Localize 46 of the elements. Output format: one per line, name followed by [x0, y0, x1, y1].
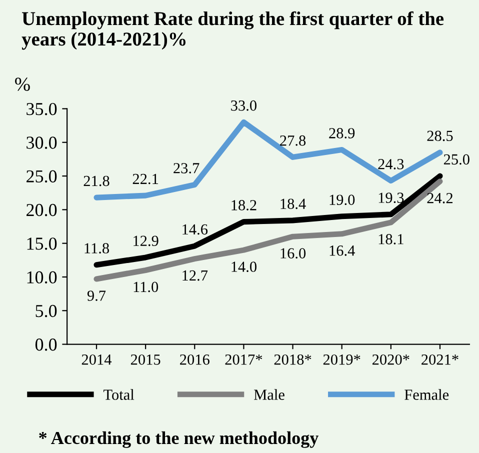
data-label: 27.8	[280, 135, 306, 146]
x-tick-label: 2014	[82, 354, 112, 365]
legend-label: Female	[404, 389, 449, 400]
data-label: 23.7	[174, 163, 200, 174]
y-tick-label: 5.0	[36, 304, 57, 318]
data-label: 18.2	[232, 200, 256, 210]
chart-title: Unemployment Rate during the first quarter of the years (2014-2021)%	[22, 11, 444, 50]
data-label: 22.1	[132, 174, 158, 184]
x-tick-label: 2017*	[225, 354, 262, 365]
x-tick-label: 2016	[180, 354, 210, 365]
data-label: 28.9	[329, 128, 355, 138]
data-label: 12.9	[134, 236, 158, 246]
data-label: 16.0	[280, 248, 306, 259]
data-label: 25.0	[444, 154, 470, 165]
data-label: 9.7	[87, 290, 106, 301]
y-tick-label: 35.0	[26, 102, 57, 116]
data-label: 18.4	[280, 198, 306, 210]
data-label: 14.0	[232, 262, 256, 272]
y-tick-label: 25.0	[26, 170, 57, 183]
data-label: 11.0	[134, 282, 158, 292]
data-label: 33.0	[231, 100, 256, 111]
y-tick-label: 0.0	[35, 338, 57, 351]
data-label: 24.2	[427, 193, 453, 204]
text: * According to the new methodology	[39, 431, 318, 448]
data-label: 24.3	[378, 159, 404, 170]
data-label: 12.7	[182, 270, 208, 281]
x-tick-label: 2021*	[422, 354, 458, 365]
y-tick-label: 20.0	[26, 204, 57, 216]
data-label: 28.5	[427, 130, 453, 142]
data-label: 21.8	[84, 176, 110, 186]
data-label: 14.6	[182, 224, 208, 235]
data-label: 18.1	[378, 234, 404, 244]
x-tick-label: 2019*	[323, 354, 360, 365]
legend-label: Total	[104, 389, 134, 400]
data-label: 19.3	[378, 192, 404, 204]
x-tick-label: 2020*	[372, 354, 410, 365]
x-tick-label: 2015	[130, 354, 160, 365]
y-axis-title: %	[15, 78, 30, 91]
x-tick-label: 2018*	[274, 354, 312, 365]
data-label: 11.8	[84, 243, 109, 254]
data-label: 16.4	[330, 246, 355, 256]
y-tick-label: 15.0	[27, 238, 57, 250]
data-label: 19.0	[330, 194, 355, 206]
legend-label: Male	[254, 389, 284, 400]
y-tick-label: 10.0	[27, 271, 57, 284]
y-tick-label: 30.0	[26, 136, 57, 149]
